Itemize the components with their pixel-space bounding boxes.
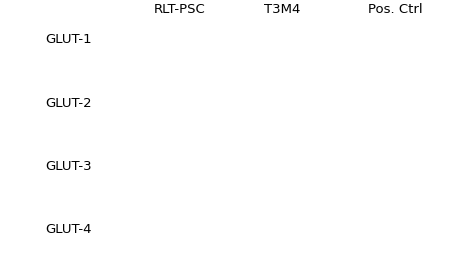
Text: GLUT-2: GLUT-2 bbox=[46, 97, 92, 110]
Bar bbox=[0, 0, 104, 266]
Bar bbox=[104, 130, 474, 135]
Bar bbox=[104, 66, 474, 71]
Bar bbox=[104, 192, 474, 199]
Text: RLT-PSC: RLT-PSC bbox=[154, 3, 206, 16]
Text: GLUT-1: GLUT-1 bbox=[46, 33, 92, 46]
Text: T3M4: T3M4 bbox=[264, 3, 300, 16]
Text: Pos. Ctrl: Pos. Ctrl bbox=[368, 3, 422, 16]
Text: GLUT-4: GLUT-4 bbox=[46, 223, 92, 236]
Text: GLUT-3: GLUT-3 bbox=[46, 160, 92, 173]
